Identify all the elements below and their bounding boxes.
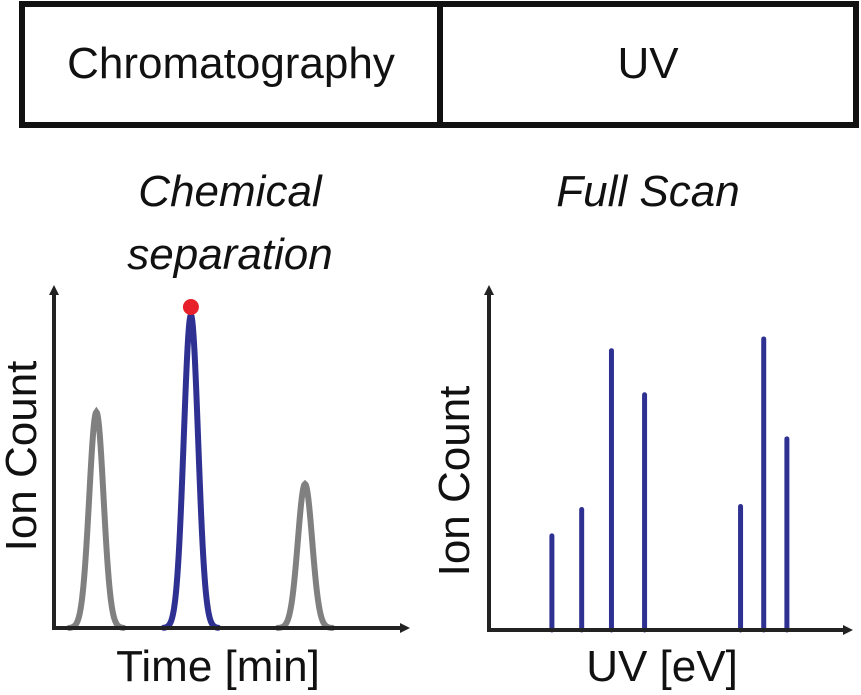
header: Chromatography UV bbox=[19, 1, 859, 128]
header-right-box bbox=[437, 1, 859, 128]
apex-marker-dot bbox=[182, 299, 199, 315]
chromatogram-x-label: Time [min] bbox=[116, 642, 320, 691]
right-panel-title: Full Scan bbox=[556, 167, 739, 216]
chromatogram-chart: Time [min] Ion Count bbox=[0, 285, 410, 691]
chromatogram-y-label: Ion Count bbox=[0, 361, 46, 552]
left-panel-title-line2: separation bbox=[127, 230, 332, 279]
chromatogram-plot-area bbox=[66, 299, 336, 631]
header-right-label: UV bbox=[617, 39, 679, 88]
header-left-label: Chromatography bbox=[67, 39, 395, 88]
full-scan-y-label: Ion Count bbox=[430, 386, 479, 577]
full-scan-chart: UV [eV] Ion Count bbox=[430, 285, 853, 691]
full-scan-x-label: UV [eV] bbox=[586, 642, 738, 691]
chromatogram-peak-3 bbox=[274, 479, 336, 631]
full-scan-plot-area bbox=[549, 336, 790, 633]
left-panel-title-line1: Chemical bbox=[138, 167, 323, 216]
header-left-box bbox=[19, 1, 443, 128]
chromatogram-peak-1 bbox=[66, 406, 127, 631]
chromatogram-peak-2 bbox=[160, 308, 222, 631]
